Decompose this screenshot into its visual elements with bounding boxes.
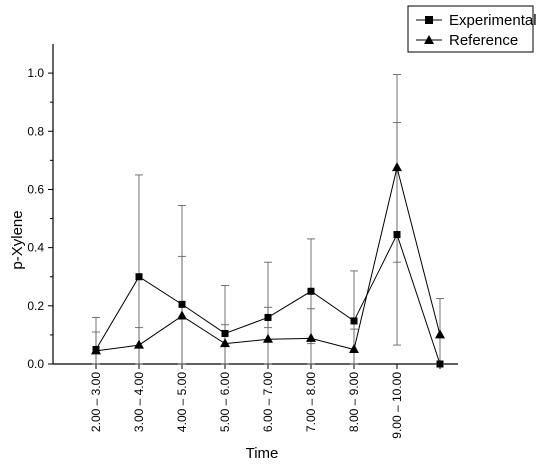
- x-ticks: 2.00 – 3.00 3.00 – 4.00 4.00 – 5.00 5.00 – …: [89, 364, 441, 439]
- experimental-point: [436, 360, 444, 368]
- y-tick-label: 0.2: [27, 299, 44, 313]
- experimental-point: [178, 300, 186, 308]
- reference-point: [263, 333, 273, 343]
- y-tick-label: 1.0: [27, 66, 44, 80]
- experimental-point: [307, 287, 315, 295]
- legend-triangle-marker-icon: [424, 35, 434, 44]
- experimental-point: [393, 231, 401, 239]
- y-tick-label: 0.4: [27, 241, 44, 255]
- x-axis-title: Time: [246, 445, 279, 462]
- x-tick-label: 8.00 – 9.00: [347, 372, 361, 432]
- x-tick-label: 2.00 – 3.00: [89, 372, 103, 432]
- x-tick-label: 4.00 – 5.00: [175, 372, 189, 432]
- y-tick-label: 0.8: [27, 124, 44, 138]
- reference-point: [91, 345, 101, 355]
- y-tick-label: 0.6: [27, 182, 44, 196]
- x-tick-label: 3.00 – 4.00: [132, 372, 146, 432]
- axes: [52, 44, 458, 365]
- x-tick-label: 5.00 – 6.00: [218, 372, 232, 432]
- legend-reference-label: Reference: [449, 32, 518, 49]
- reference-point: [435, 329, 445, 339]
- y-axis-title: p-Xylene: [9, 210, 26, 269]
- experimental-point: [350, 317, 358, 325]
- reference-point: [220, 338, 230, 348]
- reference-point: [392, 162, 402, 172]
- legend-experimental-label: Experimental: [449, 12, 537, 29]
- experimental-point: [135, 273, 143, 281]
- x-tick-label: 6.00 – 7.00: [261, 372, 275, 432]
- reference-point: [349, 343, 359, 353]
- y-ticks: 0.0 0.2 0.4 0.6 0.8 1.0: [27, 66, 53, 371]
- legend-square-marker-icon: [425, 16, 433, 24]
- reference-point: [134, 339, 144, 349]
- reference-point: [306, 332, 316, 342]
- experimental-point: [264, 313, 272, 321]
- legend: Experimental Reference: [407, 5, 537, 53]
- legend-box: [407, 5, 534, 53]
- reference-point: [177, 310, 187, 320]
- experimental-point: [221, 329, 229, 337]
- y-tick-label: 0.0: [27, 357, 44, 371]
- x-tick-label: 9.00 – 10.00: [390, 372, 404, 439]
- series-markers: [91, 162, 445, 368]
- x-tick-label: 7.00 – 8.00: [304, 372, 318, 432]
